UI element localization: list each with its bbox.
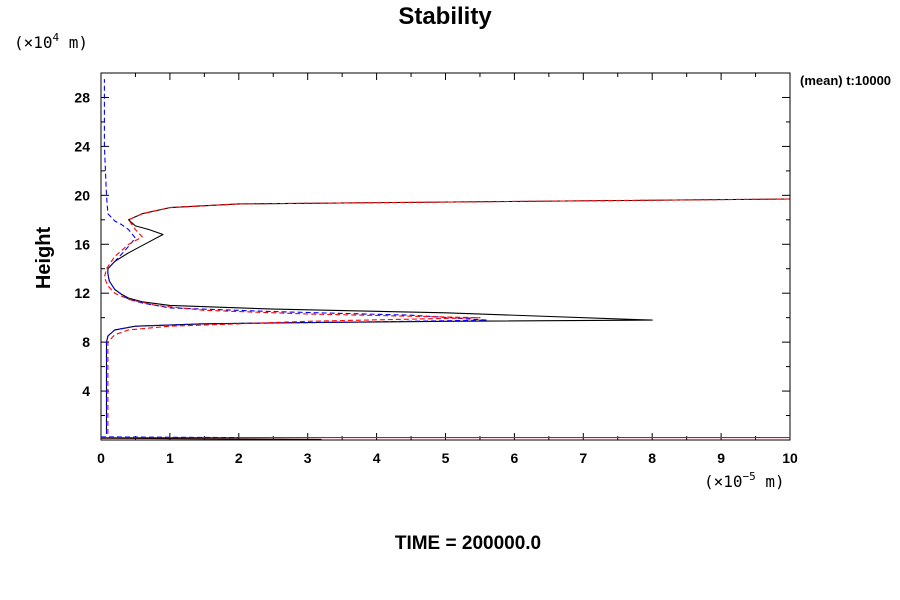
y-tick-label: 12 [74,285,90,301]
x-tick-label: 4 [373,450,381,466]
mean-time-annotation: (mean) t:10000 [800,73,891,88]
series-line-6 [101,436,239,439]
x-unit-label: (×10−5 m) [704,470,785,491]
y-axis-label: Height [33,227,55,290]
y-unit-label: (×104 m) [14,31,88,52]
plot-frame [100,72,791,441]
y-tick-label: 28 [74,89,90,105]
y-tick-label: 16 [74,236,90,252]
x-tick-label: 10 [782,450,798,466]
x-tick-label: 7 [579,450,587,466]
axis-ticks [100,73,791,440]
y-tick-label: 8 [82,334,90,350]
x-tick-label: 2 [235,450,243,466]
x-tick-label: 5 [442,450,450,466]
series-line-1 [105,198,790,434]
x-tick-label: 9 [717,450,725,466]
x-tick-label: 1 [166,450,174,466]
x-tick-label: 3 [304,450,312,466]
series-line-4 [101,437,322,440]
y-tick-label: 24 [74,138,90,154]
x-tick-label: 6 [511,450,519,466]
chart-title: Stability [398,3,492,30]
series-layer [101,79,790,440]
time-label: TIME = 200000.0 [395,533,541,554]
y-tick-label: 4 [82,383,90,399]
x-tick-label: 0 [97,450,105,466]
series-line-2 [103,79,488,434]
series-line-3 [103,198,790,434]
y-tick-label: 20 [74,187,90,203]
x-tick-label: 8 [648,450,656,466]
